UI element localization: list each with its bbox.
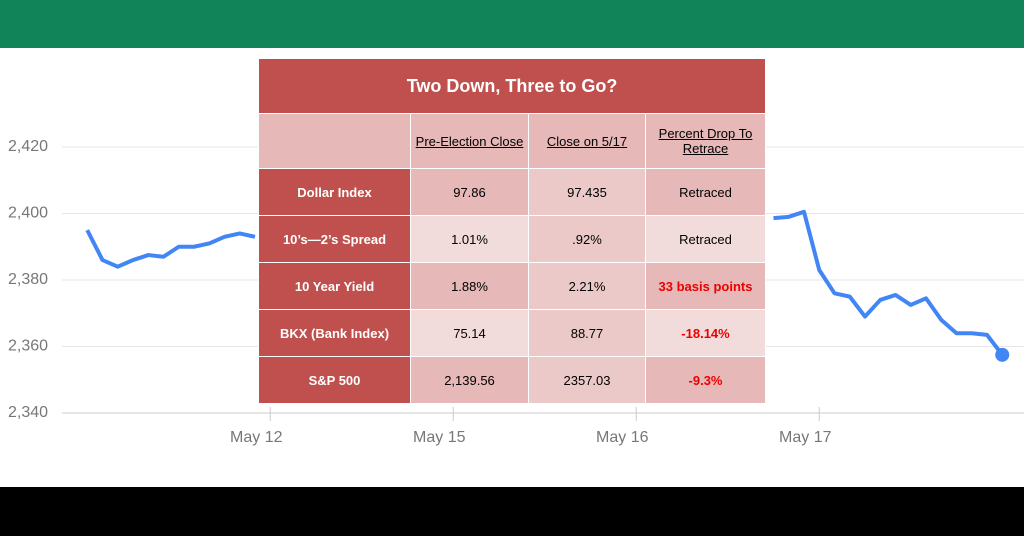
series-line <box>85 209 1004 357</box>
table-cell: 2.21% <box>528 262 646 310</box>
table-cell: 1.88% <box>410 262 529 310</box>
row-label: S&P 500 <box>258 356 411 404</box>
table-cell: 97.86 <box>410 168 529 216</box>
y-tick-label: 2,380 <box>8 271 48 288</box>
table-cell: 33 basis points <box>644 262 767 310</box>
table-row: Dollar Index 97.86 97.435 Retraced <box>258 168 767 216</box>
x-tick-label: May 15 <box>413 429 466 446</box>
table-cell: 97.435 <box>528 168 646 216</box>
y-tick-label: 2,400 <box>8 205 48 222</box>
table-row: S&P 500 2,139.56 2357.03 -9.3% <box>258 356 767 404</box>
table-cell: 2,139.56 <box>410 356 529 404</box>
table-cell: Retraced <box>644 168 767 216</box>
table-cell: 88.77 <box>528 309 646 357</box>
row-label: 10’s—2’s Spread <box>258 215 411 263</box>
x-tick-label: May 12 <box>230 429 283 446</box>
x-tick-label: May 16 <box>596 429 649 446</box>
table-cell: 75.14 <box>410 309 529 357</box>
y-tick-label: 2,340 <box>8 404 48 421</box>
table-row: 10 Year Yield 1.88% 2.21% 33 basis points <box>258 262 767 310</box>
x-tick-label: May 17 <box>779 429 832 446</box>
row-label: BKX (Bank Index) <box>258 309 411 357</box>
table-cell: .92% <box>528 215 646 263</box>
y-tick-label: 2,420 <box>8 138 48 155</box>
table-row: 10’s—2’s Spread 1.01% .92% Retraced <box>258 215 767 263</box>
top-bar <box>0 0 1024 48</box>
bottom-bar <box>0 487 1024 536</box>
header-cell: Close on 5/17 <box>528 113 646 169</box>
table-cell: -9.3% <box>644 356 767 404</box>
end-marker <box>995 347 1010 362</box>
data-table: Two Down, Three to Go? Pre-Election Clos… <box>257 58 767 404</box>
table-row: BKX (Bank Index) 75.14 88.77 -18.14% <box>258 309 767 357</box>
header-cell <box>258 113 411 169</box>
table-cell: 1.01% <box>410 215 529 263</box>
row-label: 10 Year Yield <box>258 262 411 310</box>
table-title: Two Down, Three to Go? <box>257 58 767 114</box>
y-tick-label: 2,360 <box>8 338 48 355</box>
table-cell: Retraced <box>644 215 767 263</box>
row-label: Dollar Index <box>258 168 411 216</box>
table-cell: -18.14% <box>644 309 767 357</box>
header-cell: Pre-Election Close <box>410 113 529 169</box>
header-cell: Percent Drop To Retrace <box>644 113 767 169</box>
table-cell: 2357.03 <box>528 356 646 404</box>
